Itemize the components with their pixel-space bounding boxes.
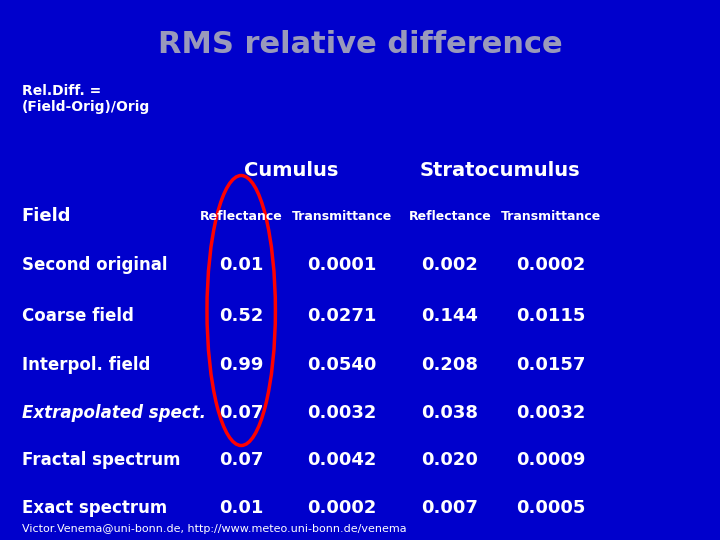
Text: 0.0540: 0.0540: [307, 355, 377, 374]
Text: 0.01: 0.01: [219, 255, 264, 274]
Text: 0.07: 0.07: [219, 451, 264, 469]
Text: Reflectance: Reflectance: [409, 210, 491, 222]
Text: 0.038: 0.038: [421, 404, 479, 422]
Text: Rel.Diff. =
(Field-Orig)/Orig: Rel.Diff. = (Field-Orig)/Orig: [22, 84, 150, 114]
Text: Stratocumulus: Stratocumulus: [420, 160, 581, 180]
Text: 0.020: 0.020: [422, 451, 478, 469]
Text: Reflectance: Reflectance: [200, 210, 282, 222]
Text: 0.0002: 0.0002: [307, 498, 377, 517]
Text: Exact spectrum: Exact spectrum: [22, 498, 167, 517]
Text: Extrapolated spect.: Extrapolated spect.: [22, 404, 206, 422]
Text: 0.0042: 0.0042: [307, 451, 377, 469]
Text: 0.0001: 0.0001: [307, 255, 377, 274]
Text: Fractal spectrum: Fractal spectrum: [22, 451, 180, 469]
Text: RMS relative difference: RMS relative difference: [158, 30, 562, 59]
Text: 0.0032: 0.0032: [307, 404, 377, 422]
Text: 0.0032: 0.0032: [516, 404, 585, 422]
Text: Cumulus: Cumulus: [244, 160, 339, 180]
Text: Transmittance: Transmittance: [292, 210, 392, 222]
Text: Second original: Second original: [22, 255, 167, 274]
Text: 0.52: 0.52: [219, 307, 264, 325]
Text: 0.0271: 0.0271: [307, 307, 377, 325]
Text: 0.0005: 0.0005: [516, 498, 585, 517]
Text: Interpol. field: Interpol. field: [22, 355, 150, 374]
Text: 0.0002: 0.0002: [516, 255, 585, 274]
Text: 0.144: 0.144: [422, 307, 478, 325]
Text: 0.99: 0.99: [219, 355, 264, 374]
Text: 0.002: 0.002: [422, 255, 478, 274]
Text: 0.007: 0.007: [422, 498, 478, 517]
Text: 0.07: 0.07: [219, 404, 264, 422]
Text: Transmittance: Transmittance: [500, 210, 601, 222]
Text: Field: Field: [22, 207, 71, 225]
Text: Coarse field: Coarse field: [22, 307, 133, 325]
Text: 0.208: 0.208: [421, 355, 479, 374]
Text: 0.0115: 0.0115: [516, 307, 585, 325]
Text: 0.01: 0.01: [219, 498, 264, 517]
Text: 0.0009: 0.0009: [516, 451, 585, 469]
Text: Victor.Venema@uni-bonn.de, http://www.meteo.uni-bonn.de/venema: Victor.Venema@uni-bonn.de, http://www.me…: [22, 523, 406, 534]
Text: 0.0157: 0.0157: [516, 355, 585, 374]
